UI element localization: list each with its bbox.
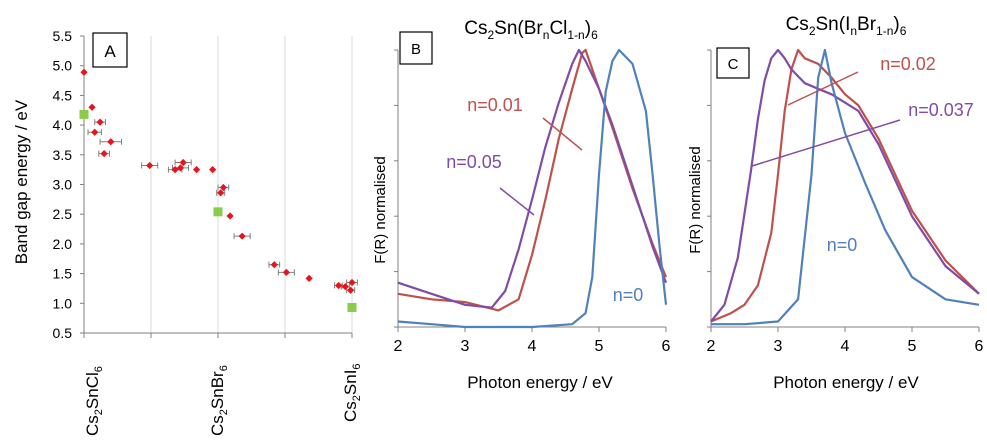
panel-c-x-tick-label: 6 (975, 338, 984, 355)
n002-annotation: n=0.02 (880, 54, 936, 74)
panel-a-y-tick-label: 4.0 (53, 117, 73, 133)
panel-b-spectrum-n0 (397, 48, 668, 329)
band-gap-square-point (347, 302, 357, 312)
band-gap-diamond-point (305, 274, 313, 282)
band-gap-diamond-point (146, 161, 154, 170)
n0037-annotation: n=0.037 (908, 100, 974, 120)
band-gap-diamond-point (192, 166, 201, 174)
panel-b-x-tick-label: 4 (528, 338, 537, 355)
band-gap-panel: 0.5 1.0 1.5 2.0 2.5 3.0 3.5 4.0 4.5 5.0 5.5 A Band… (12, 28, 363, 436)
vertical-gridlines (150, 36, 353, 333)
n0-annotation-c: n=0 (827, 235, 858, 255)
band-gap-diamond-point (107, 138, 115, 146)
n005-annotation: n=0.05 (446, 152, 502, 172)
x-category-label-br: Cs2SnBr6 (208, 365, 230, 436)
panel-c-label: C (728, 56, 739, 73)
panel-a-y-axis-label: Band gap energy / eV (12, 99, 31, 264)
n0037-leader-line (751, 119, 901, 167)
band-gap-markers (79, 68, 357, 312)
panel-c-axes (707, 49, 980, 332)
panel-c-y-axis-label: F(R) normalised (687, 146, 704, 254)
band-gap-diamond-point (219, 183, 227, 192)
panel-a-label: A (104, 42, 116, 61)
panel-a-y-tick-label: 0.5 (53, 325, 73, 341)
panel-a-label-box (92, 32, 128, 68)
band-gap-diamond-point (341, 283, 349, 291)
panel-c-spectrum-n0 (711, 48, 980, 326)
band-gap-diamond-point (347, 286, 355, 294)
panel-c-x-tick-label: 2 (707, 338, 716, 355)
panel-b-label-box (399, 31, 433, 65)
panel-a-axes (80, 35, 353, 338)
panel-a-y-tick-label: 2.5 (53, 206, 73, 222)
panel-b-spectra (397, 48, 668, 329)
panel-c-x-tick-label: 5 (908, 338, 917, 355)
n0-annotation: n=0 (613, 285, 644, 305)
band-gap-diamond-point (176, 164, 185, 172)
band-gap-diamond-point (270, 261, 278, 269)
band-gap-diamond-point (348, 278, 356, 287)
panel-a-y-tick-label: 5.5 (53, 28, 73, 44)
band-gap-diamond-point (80, 68, 88, 76)
panel-c-x-tick-labels: 2 3 4 5 6 (707, 338, 984, 355)
band-gap-diamond-point (209, 166, 217, 174)
band-gap-square-point (79, 109, 89, 119)
band-gap-square-point (213, 207, 223, 217)
band-gap-diamond-point (179, 158, 187, 167)
panel-c-label-box (716, 47, 750, 79)
band-gap-diamond-point (217, 189, 225, 197)
panel-b-x-axis-label: Photon energy / eV (467, 373, 613, 392)
br-cl-spectra-panel: 2 3 4 5 6 Cs2Sn(BrnCl1-n)6 B F(R) normalised… (372, 18, 671, 392)
panel-a-y-tick-label: 3.0 (53, 177, 73, 193)
panel-b-y-axis-label: F(R) normalised (372, 156, 389, 264)
panel-a-y-tick-label: 1.5 (53, 266, 73, 282)
band-gap-diamond-point (91, 128, 99, 136)
error-bars (87, 119, 358, 294)
panel-c-spectrum-n0037 (710, 48, 980, 323)
band-gap-diamond-point (100, 150, 108, 158)
band-gap-diamond-point (226, 212, 234, 220)
n005-leader-line (499, 187, 535, 216)
panel-b-x-tick-label: 6 (662, 338, 671, 355)
band-gap-diamond-point (335, 281, 343, 290)
panel-b-title: Cs2Sn(BrnCl1-n)6 (464, 18, 598, 42)
band-gap-diamond-point (88, 103, 96, 111)
x-category-label-i: Cs2SnI6 (341, 363, 363, 422)
band-gap-diamond-point (238, 232, 246, 240)
panel-c-x-tick-label: 3 (774, 338, 783, 355)
panel-a-y-tick-labels: 0.5 1.0 1.5 2.0 2.5 3.0 3.5 4.0 4.5 5.0 5.5 (53, 28, 73, 341)
panel-b-x-tick-label: 5 (595, 338, 604, 355)
panel-a-y-tick-label: 3.5 (53, 147, 73, 163)
x-category-label-cl: Cs2SnCl6 (83, 366, 105, 436)
n002-leader-line (787, 71, 859, 106)
panel-c-spectra (710, 48, 980, 326)
panel-b-spectrum-n005 (397, 48, 668, 309)
panel-b-x-tick-label: 2 (394, 338, 403, 355)
band-gap-diamond-point (282, 268, 290, 277)
panel-b-spectrum-n001 (397, 48, 668, 312)
panel-c-title: Cs2Sn(InBr1-n)6 (786, 14, 907, 38)
panel-a-y-tick-label: 2.0 (53, 236, 73, 252)
n001-annotation: n=0.01 (467, 95, 523, 115)
panel-c-x-axis-label: Photon energy / eV (773, 373, 919, 392)
panel-c-spectrum-n002 (710, 48, 980, 323)
panel-c-x-tick-label: 4 (841, 338, 850, 355)
panel-a-y-tick-label: 5.0 (53, 58, 73, 74)
panel-a-y-tick-label: 1.0 (53, 295, 73, 311)
n001-leader-line (542, 117, 583, 151)
band-gap-diamond-point (96, 118, 104, 126)
panel-b-x-tick-label: 3 (461, 338, 470, 355)
panel-b-label: B (411, 41, 421, 58)
panel-b-x-tick-labels: 2 3 4 5 6 (394, 338, 671, 355)
panel-a-y-tick-label: 4.5 (53, 87, 73, 103)
